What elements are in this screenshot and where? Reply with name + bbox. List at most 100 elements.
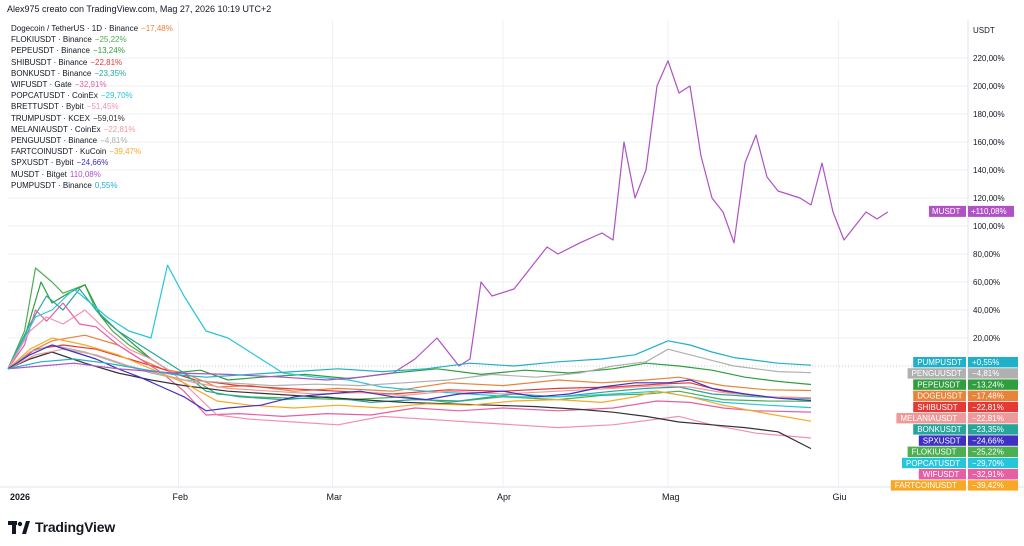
price-tag-value: −22,81% xyxy=(972,403,1004,412)
legend-item-trumpusdt[interactable]: TRUMPUSDT · KCEX −59,01% xyxy=(11,113,173,124)
price-tag-name-bg xyxy=(918,469,966,480)
legend-series-change: −13,24% xyxy=(93,46,125,56)
price-tag-value-bg xyxy=(968,435,1018,446)
price-tag-value: −13,24% xyxy=(972,380,1004,389)
legend-series-source: KCEX xyxy=(68,113,90,123)
legend-series-name: PEPEUSDT xyxy=(11,46,54,56)
x-tick-label: 2026 xyxy=(10,492,30,502)
price-tag-value: −32,91% xyxy=(972,470,1004,479)
price-tag-name-bg xyxy=(902,457,966,469)
legend-series-source: Binance xyxy=(68,136,98,146)
series-line-pumpusdt xyxy=(7,340,812,378)
legend-separator: · xyxy=(58,102,66,112)
legend-series-change: −24,66% xyxy=(76,158,109,168)
price-tag-name-bg xyxy=(907,446,966,457)
legend-series-change: −22,81% xyxy=(90,57,123,67)
legend-item-musdt[interactable]: MUSDT · Bitget 110,08% xyxy=(11,169,173,180)
legend-item-bonkusdt[interactable]: BONKUSDT · Binance −23,35% xyxy=(11,68,173,79)
price-tag-value-bg xyxy=(968,205,1014,217)
legend-separator: · xyxy=(55,180,63,190)
price-tag-value: +0,55% xyxy=(972,358,999,367)
legend-item-brettusdt[interactable]: BRETTUSDT · Bybit −51,45% xyxy=(11,101,173,112)
legend-series-source: Bitget xyxy=(46,169,67,179)
legend-series-name: BRETTUSDT xyxy=(11,102,59,112)
series-line-pepeusdt xyxy=(7,281,812,386)
price-tag-dogeusdt[interactable]: DOGEUSDT −17,48% xyxy=(913,390,1018,401)
legend: Dogecoin / TetherUS · 1D · Binance −17,48… xyxy=(11,23,173,191)
legend-series-change: −22,81% xyxy=(103,124,136,134)
price-tag-value-bg xyxy=(968,379,1018,390)
series-line-wifusdt xyxy=(7,302,812,417)
price-tag-wifusdt[interactable]: WIFUSDT −32,91% xyxy=(918,469,1018,480)
price-tag-value: −22,81% xyxy=(972,414,1004,423)
y-tick-label: 160,00% xyxy=(973,138,1005,147)
price-tag-name-bg xyxy=(913,401,966,413)
price-tag-melaniausdt[interactable]: MELANIAUSDT −22,81% xyxy=(896,413,1018,424)
legend-series-change: −59,01% xyxy=(92,113,125,123)
price-tag-musdt[interactable]: MUSDT +110,08% xyxy=(929,205,1014,217)
legend-series-name: PENGUUSDT xyxy=(11,136,62,146)
price-tag-value: +110,08% xyxy=(971,207,1007,216)
price-tag-name-bg xyxy=(890,480,966,491)
legend-item-wifusdt[interactable]: WIFUSDT · Gate −32,91% xyxy=(11,79,173,90)
legend-series-change: −32,91% xyxy=(74,80,107,90)
x-tick-label: Mag xyxy=(662,492,680,502)
price-tag-pepeusdt[interactable]: PEPEUSDT −13,24% xyxy=(913,379,1018,390)
x-tick-label: Apr xyxy=(497,492,511,502)
price-tag-name: PENGUUSDT xyxy=(912,369,962,378)
legend-item-popcatusdt[interactable]: POPCATUSDT · CoinEx −29,70% xyxy=(11,90,173,101)
x-tick-label: Giu xyxy=(833,492,847,502)
legend-item-melaniausdt[interactable]: MELANIAUSDT · CoinEx −22,81% xyxy=(11,124,173,135)
price-tag-value: −24,66% xyxy=(972,436,1004,445)
legend-item-shibusdt[interactable]: SHIBUSDT · Binance −22,81% xyxy=(11,57,173,68)
price-tag-popcatusdt[interactable]: POPCATUSDT −29,70% xyxy=(902,457,1018,469)
legend-separator: · xyxy=(55,68,63,78)
legend-item-pepeusdt[interactable]: PEPEUSDT · Binance −13,24% xyxy=(11,45,173,56)
legend-series-name: FLOKIUSDT xyxy=(11,35,56,45)
legend-series-source: Binance xyxy=(62,68,92,78)
grid xyxy=(8,20,968,487)
legend-series-change: 110,08% xyxy=(69,169,101,179)
price-tag-fartcoinusdt[interactable]: FARTCOINUSDT −39,42% xyxy=(890,480,1018,491)
y-tick-label: 200,00% xyxy=(973,82,1005,91)
legend-item-pumpusdt[interactable]: PUMPUSDT · Binance 0,55% xyxy=(11,180,173,191)
legend-series-change: −51,45% xyxy=(86,102,119,112)
legend-series-source: Binance xyxy=(61,46,91,56)
price-tag-name-bg xyxy=(896,413,966,424)
y-tick-label: 60,00% xyxy=(973,278,1000,287)
price-tag-penguusdt[interactable]: PENGUUSDT −4,81% xyxy=(907,368,1018,379)
price-tag-pumpusdt[interactable]: PUMPUSDT +0,55% xyxy=(913,357,1018,368)
legend-item-penguusdt[interactable]: PENGUUSDT · Binance −4,81% xyxy=(11,135,173,146)
legend-item-dogeusdt[interactable]: Dogecoin / TetherUS · 1D · Binance −17,48… xyxy=(11,23,173,34)
legend-item-fartcoinusdt[interactable]: FARTCOINUSDT · KuCoin −39,47% xyxy=(11,146,173,157)
price-tag-value-bg xyxy=(968,390,1018,401)
legend-separator: · xyxy=(39,169,47,179)
price-tag-bonkusdt[interactable]: BONKUSDT −23,35% xyxy=(913,424,1018,435)
legend-series-change: −39,47% xyxy=(109,147,142,157)
tradingview-logo[interactable]: TradingView xyxy=(8,519,115,535)
legend-series-name: MUSDT xyxy=(11,169,40,179)
price-tag-name-bg xyxy=(918,435,966,446)
series-line-penguusdt xyxy=(7,344,812,387)
y-tick-label: 40,00% xyxy=(973,306,1000,315)
legend-series-source: Bybit xyxy=(65,102,84,112)
price-tag-value: −17,48% xyxy=(972,392,1004,401)
legend-item-spxusdt[interactable]: SPXUSDT · Bybit −24,66% xyxy=(11,157,173,168)
series-line-melaniausdt xyxy=(7,348,812,399)
price-tag-name: FARTCOINUSDT xyxy=(895,481,957,490)
price-tag-name: MELANIAUSDT xyxy=(900,414,957,423)
y-tick-label: 20,00% xyxy=(973,334,1000,343)
legend-item-flokiusdt[interactable]: FLOKIUSDT · Binance −25,22% xyxy=(11,34,173,45)
legend-separator: · xyxy=(67,124,75,134)
price-tag-shibusdt[interactable]: SHIBUSDT −22,81% xyxy=(913,401,1018,413)
y-tick-label: 100,00% xyxy=(973,222,1005,231)
price-tag-name: POPCATUSDT xyxy=(906,459,960,468)
y-tick-label: 140,00% xyxy=(973,166,1005,175)
price-tag-value-bg xyxy=(968,413,1018,424)
creator-line: Alex975 creato con TradingView.com, Mag … xyxy=(7,4,272,14)
price-tag-flokiusdt[interactable]: FLOKIUSDT −25,22% xyxy=(907,446,1018,457)
price-tag-spxusdt[interactable]: SPXUSDT −24,66% xyxy=(918,435,1018,446)
legend-series-name: BONKUSDT xyxy=(11,68,56,78)
y-tick-label: 120,00% xyxy=(973,194,1005,203)
